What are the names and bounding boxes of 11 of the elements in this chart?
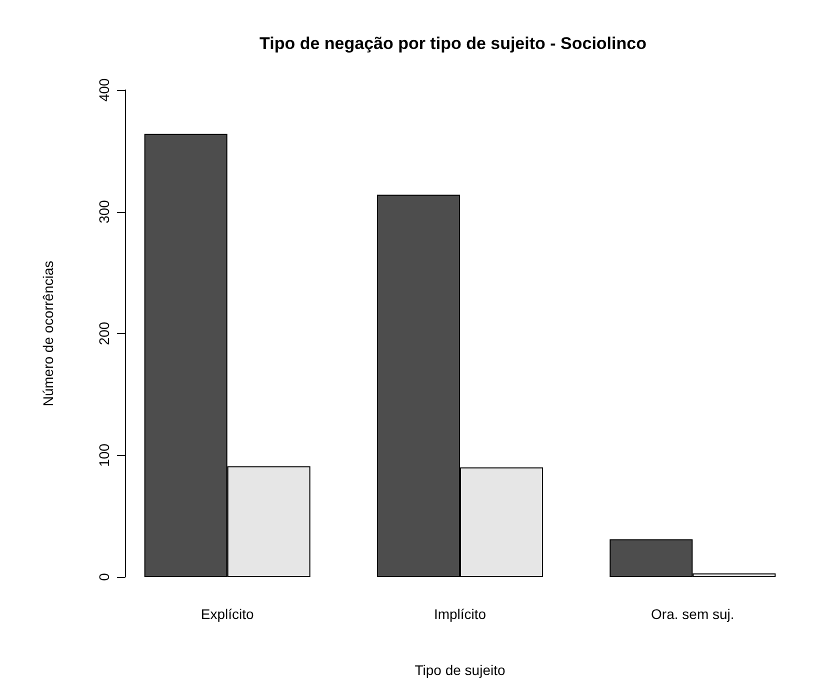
x-axis-title: Tipo de sujeito [414, 662, 506, 678]
chart-title: Tipo de negação por tipo de sujeito - Sociolinco [260, 34, 646, 53]
x-tick-label: Implícito [434, 606, 486, 622]
x-tick-label: Ora. sem suj. [651, 606, 734, 622]
y-tick-label: 200 [96, 322, 112, 346]
y-tick-label: 0 [96, 572, 112, 581]
x-tick-label: Explícito [200, 606, 254, 622]
y-tick-label: 100 [96, 443, 112, 467]
y-tick-label: 400 [96, 78, 112, 102]
y-axis-title: Número de ocorrências [40, 260, 56, 406]
y-tick-label: 300 [96, 200, 112, 224]
